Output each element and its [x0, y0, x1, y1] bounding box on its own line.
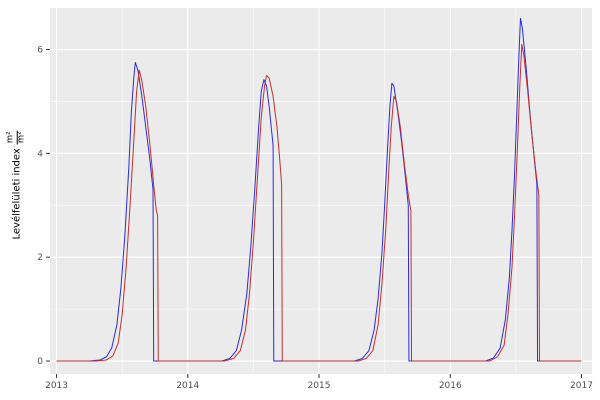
panel-background	[50, 8, 592, 374]
x-tick-label: 2015	[308, 381, 331, 391]
y-tick-label: 0	[37, 357, 43, 367]
y-tick-label: 6	[37, 46, 43, 56]
x-tick-label: 2017	[570, 381, 593, 391]
y-axis-title-fraction: m² m²	[6, 130, 28, 145]
y-axis-title-text: Levélfelületi index	[11, 148, 23, 240]
y-tick-label: 4	[37, 149, 43, 159]
x-tick-label: 2014	[176, 381, 199, 391]
x-tick-label: 2016	[439, 381, 462, 391]
y-tick-label: 2	[37, 253, 43, 263]
red-line	[56, 43, 582, 362]
x-tick-label: 2013	[45, 381, 68, 391]
fraction-denominator: m²	[16, 131, 27, 144]
y-axis-title: Levélfelületi index m² m²	[6, 130, 28, 240]
